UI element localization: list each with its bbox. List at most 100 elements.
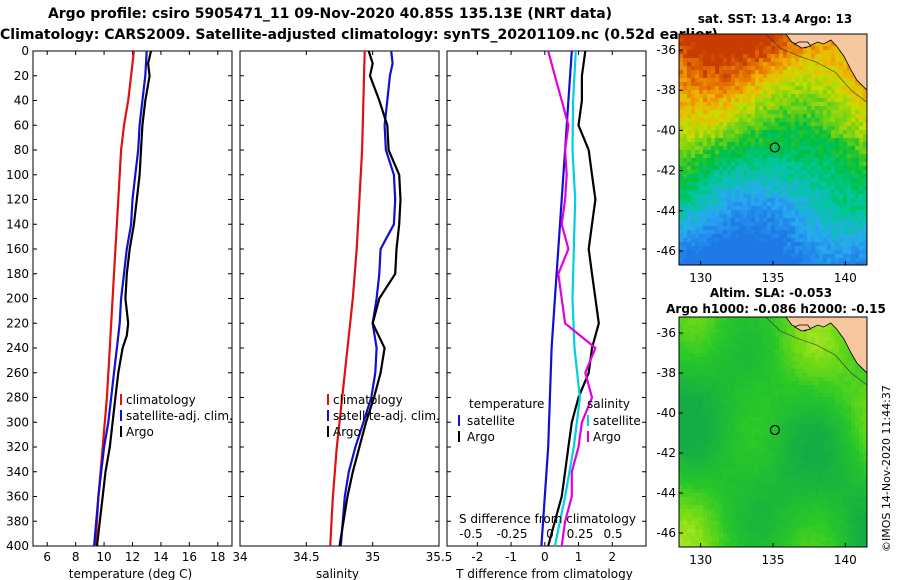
map-cell	[679, 142, 684, 147]
map-cell	[843, 349, 848, 354]
map-cell	[799, 377, 804, 382]
map-cell	[727, 58, 732, 63]
map-cell	[727, 373, 732, 378]
map-cell	[835, 82, 840, 87]
map-cell	[747, 501, 752, 506]
map-cell	[715, 413, 720, 418]
map-cell	[831, 357, 836, 362]
map-cell	[843, 242, 848, 247]
map-cell	[791, 345, 796, 350]
map-cell	[787, 481, 792, 486]
map-cell	[863, 134, 867, 139]
map-cell	[699, 489, 704, 494]
map-cell	[715, 234, 720, 239]
map-cell	[771, 66, 776, 71]
map-cell	[847, 146, 852, 151]
map-cell	[683, 493, 688, 498]
map-cell	[743, 222, 748, 227]
map-cell	[787, 226, 792, 231]
map-cell	[851, 182, 856, 187]
map-cell	[751, 114, 756, 119]
map-cell	[731, 333, 736, 338]
map-cell	[799, 437, 804, 442]
map-cell	[795, 357, 800, 362]
map-cell	[839, 469, 844, 474]
map-cell	[739, 90, 744, 95]
map-cell	[815, 78, 820, 83]
map-cell	[711, 349, 716, 354]
map-cell	[743, 481, 748, 486]
map-cell	[687, 489, 692, 494]
map-cell	[703, 433, 708, 438]
map-cell	[735, 210, 740, 215]
map-cell	[747, 433, 752, 438]
map-cell	[807, 118, 812, 123]
map-cell	[731, 134, 736, 139]
map-cell	[679, 122, 684, 127]
map-cell	[767, 90, 772, 95]
map-cell	[699, 138, 704, 143]
map-cell	[775, 337, 780, 342]
map-cell	[807, 106, 812, 111]
map-cell	[851, 98, 856, 103]
map-cell	[727, 254, 732, 259]
map-cell	[811, 138, 816, 143]
map-cell	[739, 194, 744, 199]
map-cell	[691, 333, 696, 338]
map-cell	[703, 174, 708, 179]
map-cell	[679, 54, 684, 59]
map-cell	[799, 501, 804, 506]
map-cell	[811, 381, 816, 386]
map-cell	[811, 246, 816, 251]
map-cell	[839, 381, 844, 386]
map-cell	[743, 333, 748, 338]
map-cell	[703, 50, 708, 55]
map-cell	[763, 369, 768, 374]
map-cell	[719, 397, 724, 402]
map-cell	[727, 441, 732, 446]
map-cell	[691, 325, 696, 330]
map-cell	[751, 501, 756, 506]
map-cell	[843, 353, 848, 358]
map-cell	[791, 82, 796, 87]
map-cell	[863, 258, 867, 263]
map-cell	[811, 437, 816, 442]
map-cell	[823, 485, 828, 490]
map-cell	[787, 166, 792, 171]
map-cell	[743, 86, 748, 91]
map-cell	[727, 174, 732, 179]
map-cell	[775, 417, 780, 422]
map-cell	[843, 493, 848, 498]
map-cell	[815, 62, 820, 67]
map-cell	[731, 429, 736, 434]
map-cell	[795, 337, 800, 342]
map-cell	[727, 445, 732, 450]
map-cell	[775, 150, 780, 155]
map-cell	[683, 142, 688, 147]
map-cell	[751, 46, 756, 51]
map-cell	[739, 86, 744, 91]
map-cell	[739, 489, 744, 494]
map-cell	[715, 250, 720, 255]
map-cell	[759, 242, 764, 247]
map-cell	[855, 238, 860, 243]
map-cell	[827, 126, 832, 131]
map-cell	[695, 333, 700, 338]
map-cell	[863, 405, 867, 410]
map-cell	[703, 158, 708, 163]
map-cell	[791, 425, 796, 430]
map-cell	[855, 158, 860, 163]
map-cell	[719, 38, 724, 43]
map-cell	[767, 413, 772, 418]
map-cell	[691, 218, 696, 223]
map-cell	[727, 449, 732, 454]
map-cell	[807, 194, 812, 199]
map-cell	[799, 425, 804, 430]
map-cell	[739, 138, 744, 143]
map-cell	[807, 345, 812, 350]
map-cell	[851, 202, 856, 207]
map-cell	[771, 230, 776, 235]
map-cell	[799, 182, 804, 187]
map-cell	[731, 34, 736, 39]
map-cell	[855, 405, 860, 410]
